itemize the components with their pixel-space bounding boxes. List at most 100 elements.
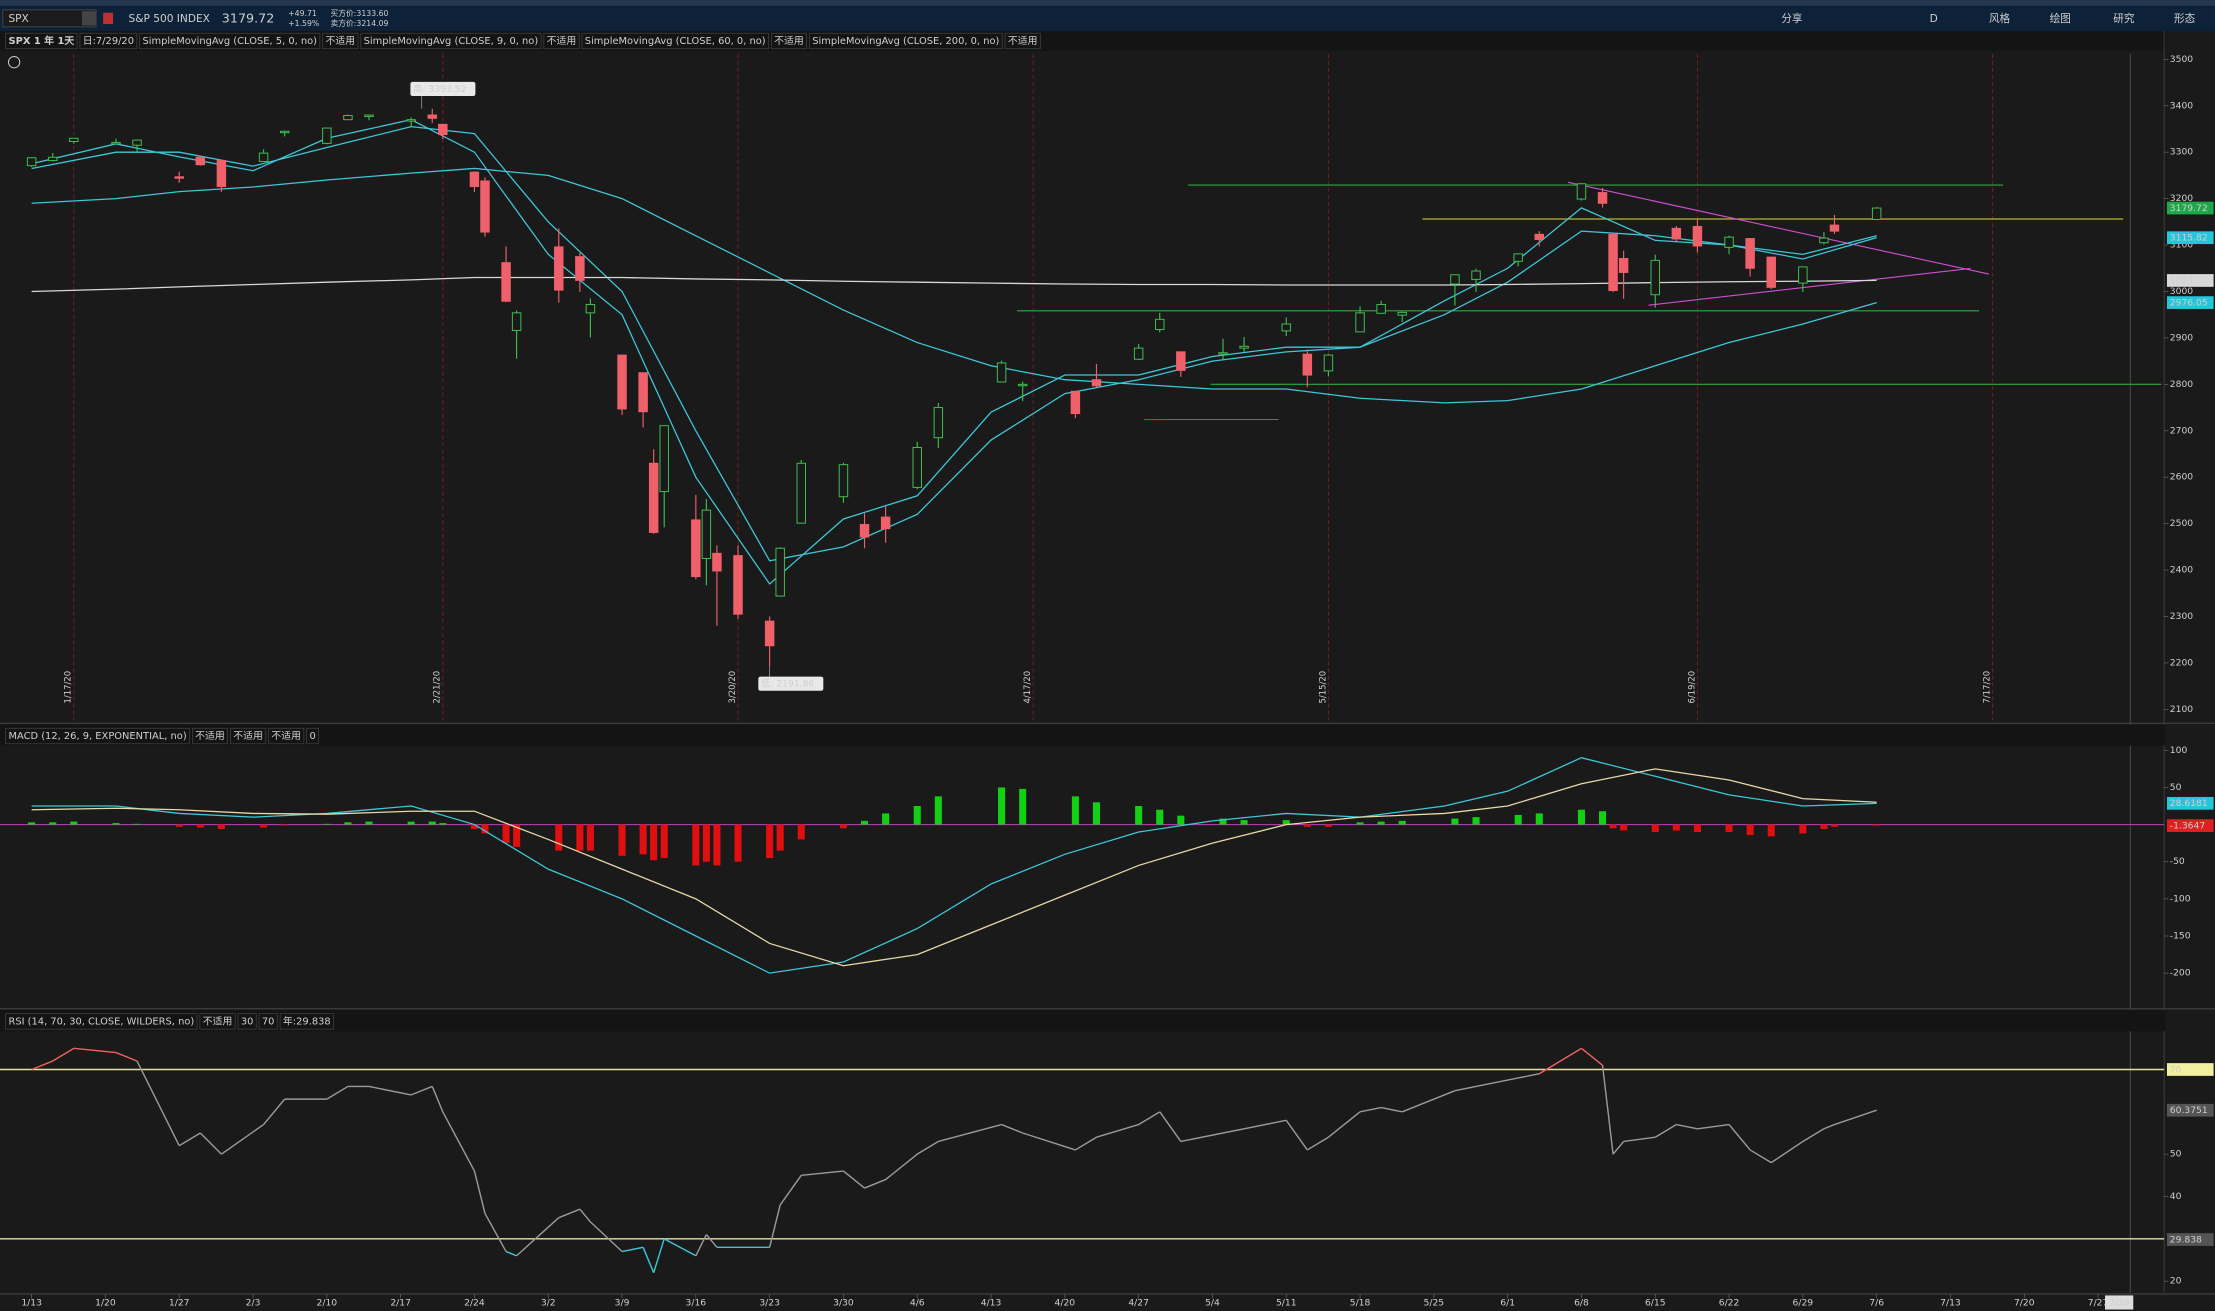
y-tick-label: -100 [2170,893,2191,904]
candle-body [554,246,564,291]
toolbar-button[interactable] [2099,8,2136,29]
candle-body [26,157,37,167]
title-strip [0,0,2215,6]
histogram-bar [1377,821,1385,825]
rsi-segment [473,1170,486,1214]
legend-box[interactable] [191,727,228,745]
histogram-bar [639,824,647,855]
candle-body [195,156,206,166]
histogram-bar [481,824,489,834]
rsi-segment [768,1204,781,1248]
legend-box[interactable] [230,727,267,745]
rsi-segment [1001,1123,1023,1134]
rsi-segment [864,1178,886,1189]
price-tag [2166,819,2214,832]
rsi-segment [410,1085,433,1096]
y-tick-label: 3300 [2170,147,2194,158]
rsi-segment [1359,1106,1382,1113]
y-tick-label: -200 [2170,968,2191,979]
candle-body [1671,227,1682,240]
y-tick-label: 3100 [2170,240,2194,251]
legend-box[interactable] [1004,32,1041,50]
alert-icon[interactable] [7,56,21,69]
legend-box[interactable] [199,1013,236,1030]
legend-box[interactable] [5,1013,198,1030]
rsi-segment [1075,1136,1097,1151]
candle-body [1176,351,1186,371]
rsi-segment [178,1132,201,1147]
rsi-segment [442,1111,476,1172]
legend-box[interactable] [543,32,580,50]
candle-body [1355,312,1365,333]
candle-body [1608,233,1618,292]
histogram-bar [1820,824,1828,830]
x-tick-label: 7/6 [1869,1298,1884,1309]
legend-box[interactable] [809,32,1003,50]
histogram-bar [1535,813,1543,825]
toolbar-button[interactable] [1923,8,1941,29]
legend-box[interactable] [5,727,190,745]
candle-body [575,256,585,281]
histogram-bar [1071,796,1079,825]
legend-item: 日:7/29/20 [83,36,134,47]
rsi-segment [1623,1136,1656,1143]
rsi-segment [705,1234,718,1248]
y-tick-label: 40 [2170,1191,2182,1202]
legend-item: SimpleMovingAvg (CLOSE, 60, 0, no) [585,36,766,47]
candle-body [775,547,785,597]
histogram-bar [365,821,373,825]
histogram-bar [839,824,847,829]
legend-box[interactable] [770,32,807,50]
histogram-bar [1219,818,1227,825]
toolbar-button[interactable] [2159,8,2197,29]
histogram-bar [70,821,78,825]
legend-box[interactable] [279,1013,334,1030]
legend-box[interactable] [581,32,769,50]
rsi-segment [1138,1111,1161,1126]
x-tick-label: 1/20 [95,1298,116,1309]
rsi-segment [1823,1123,1835,1130]
toolbar-button[interactable] [1767,8,1804,29]
symbol-name: S&P 500 INDEX [129,13,210,25]
toolbar-button[interactable] [2035,8,2073,29]
legend-box[interactable] [237,1013,257,1030]
x-tick-label: 6/1 [1500,1298,1515,1309]
histogram-bar [555,824,563,851]
trend-line[interactable] [1567,181,1990,275]
legend-bar [0,31,2166,51]
legend-box[interactable] [306,727,319,745]
rsi-segment [1159,1111,1182,1142]
legend-box[interactable] [258,1013,278,1030]
trend-line[interactable] [1648,267,1971,306]
legend-box[interactable] [79,32,138,50]
candle-body [1281,323,1291,332]
legend-box[interactable] [322,32,359,50]
legend-box[interactable] [5,32,78,50]
histogram-bar [1725,824,1733,833]
candle-body [1070,390,1081,415]
rsi-segment [1728,1124,1751,1151]
legend-box[interactable] [360,32,542,50]
candle-body [47,156,58,162]
toolbar-button[interactable] [1974,8,2012,29]
price-tag-label: 70 [2170,1064,2182,1075]
legend-box[interactable] [268,727,305,745]
legend-item: 不适用 [326,35,356,47]
candle-body [1871,207,1882,221]
histogram-bar [439,823,447,825]
macd-line [31,757,1877,974]
flag-icon[interactable] [103,12,114,25]
ask: 卖方价:3214.09 [331,18,389,28]
candle-body [880,516,891,530]
symbol-dropdown[interactable] [81,11,97,26]
legend-box[interactable] [139,32,321,50]
legend-item: SimpleMovingAvg (CLOSE, 200, 0, no) [812,36,999,47]
x-tick-label: 5/4 [1205,1298,1220,1309]
y-tick-label: 50 [2170,1149,2182,1160]
histogram-bar [1472,817,1480,825]
annotation-label: 低: 2191.86 [761,678,814,690]
candle-body [1766,256,1776,288]
histogram-bar [1767,824,1775,837]
x-tick-label: 4/6 [910,1298,925,1309]
candle-body [1376,303,1386,314]
